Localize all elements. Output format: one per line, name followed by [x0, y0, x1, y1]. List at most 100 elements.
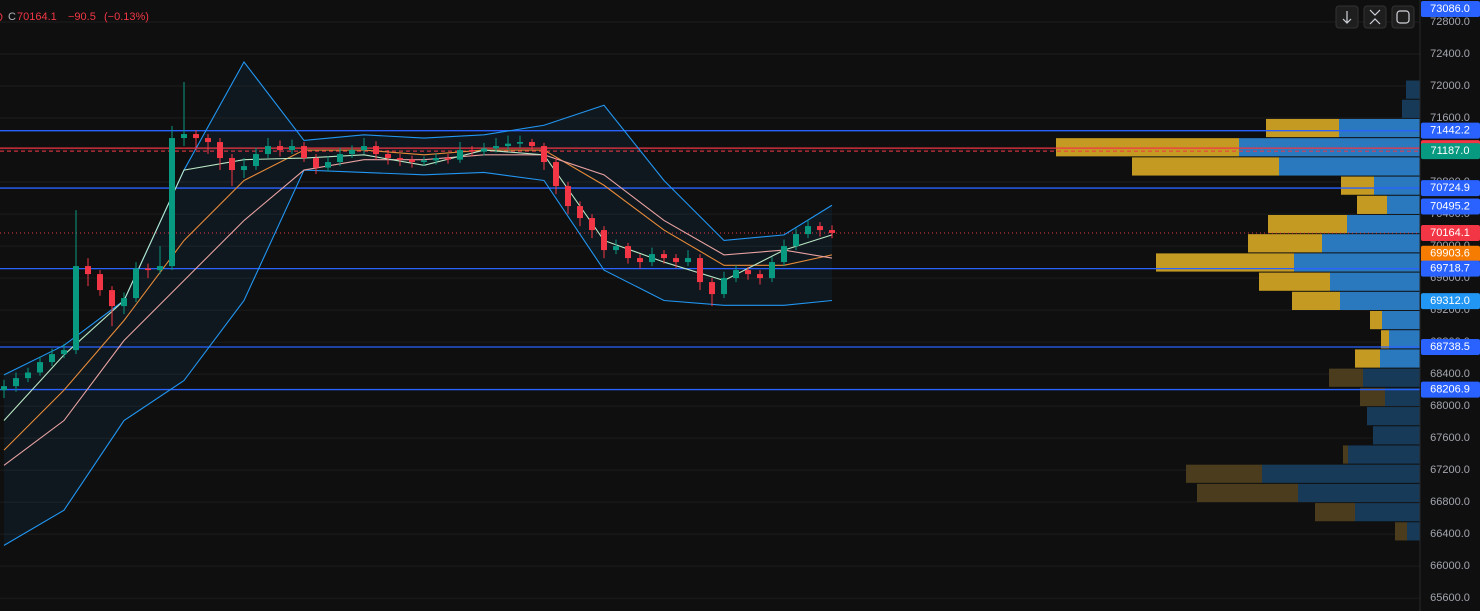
band-fill	[4, 62, 832, 546]
profile-up-bar	[1341, 176, 1374, 195]
profile-down-bar	[1239, 138, 1420, 157]
profile-down-bar	[1363, 368, 1420, 387]
change: −90.5	[68, 11, 96, 23]
y-tick-label: 66800.0	[1430, 496, 1470, 508]
candle-body	[505, 143, 511, 147]
profile-down-bar	[1339, 118, 1420, 138]
indicator-line	[3, 149, 833, 451]
profile-up-bar	[1395, 522, 1407, 541]
candle-body	[205, 138, 211, 143]
candle-body	[577, 206, 583, 219]
button-bg[interactable]	[1363, 5, 1387, 29]
y-tick-label: 65600.0	[1430, 592, 1470, 604]
candle-body	[553, 162, 559, 187]
plot	[0, 61, 1420, 546]
price-tag	[1421, 381, 1480, 398]
candle-body	[13, 378, 19, 387]
scroll-down-button[interactable]	[1335, 5, 1359, 29]
candle-body	[829, 230, 835, 233]
profile-up-bar	[1381, 330, 1389, 349]
candle-body	[241, 166, 247, 171]
profile-down-bar	[1402, 99, 1420, 118]
candle-body	[337, 154, 343, 163]
price-tag-label: 71442.2	[1430, 125, 1470, 137]
profile-down-bar	[1322, 234, 1420, 253]
button-bg[interactable]	[1391, 5, 1415, 29]
candle-body	[61, 350, 67, 355]
fullscreen-button[interactable]	[1391, 5, 1415, 29]
candle-body	[625, 246, 631, 259]
candle-body	[145, 268, 151, 271]
candle-body	[637, 258, 643, 263]
candle-body	[229, 158, 235, 171]
candle-body	[421, 160, 427, 163]
profile-down-bar	[1387, 195, 1420, 214]
axis: 65600.0 66000.0 66400.0 66800.0 67200.0 67600…	[1421, 1, 1480, 604]
y-tick-label: 67200.0	[1430, 464, 1470, 476]
candle-body	[349, 150, 355, 155]
candle-body	[541, 146, 547, 163]
indicator-line	[3, 169, 833, 546]
profile-down-bar	[1298, 483, 1420, 503]
candle-body	[517, 142, 523, 144]
candle-body	[289, 146, 295, 151]
profile-down-bar	[1406, 80, 1420, 99]
profile-down-bar	[1262, 464, 1420, 483]
profile-up-bar	[1357, 195, 1387, 214]
candle-body	[589, 218, 595, 231]
price-tag-label: 69903.6	[1430, 248, 1470, 260]
candle-body	[253, 154, 259, 167]
profile-up-bar	[1248, 234, 1322, 253]
candle-body	[685, 258, 691, 263]
candle-body	[457, 150, 463, 160]
icon	[1369, 9, 1381, 25]
candle-body	[73, 266, 79, 351]
candle-body	[769, 262, 775, 279]
price-tag	[1421, 198, 1480, 215]
price-tag-label: 70495.2	[1430, 200, 1470, 212]
profile-down-bar	[1330, 272, 1420, 291]
y-tick-label: 66400.0	[1430, 528, 1470, 540]
candle-body	[277, 146, 283, 151]
candle-body	[757, 274, 763, 279]
profile-up-bar	[1266, 118, 1339, 138]
price-tag-label: 68738.5	[1430, 341, 1470, 353]
price-tag-label: 70164.1	[1430, 227, 1470, 239]
collapse-button[interactable]	[1363, 5, 1387, 29]
profile-down-bar	[1380, 349, 1420, 368]
candle-body	[481, 148, 487, 152]
change-pct: (−0.13%)	[104, 11, 149, 23]
y-tick-label: 68000.0	[1430, 400, 1470, 412]
profile-up-bar	[1197, 483, 1298, 503]
candle-body	[49, 354, 55, 363]
candle-body	[265, 146, 271, 155]
candle-body	[409, 159, 415, 163]
price-tag	[1421, 180, 1480, 197]
toolbar	[1335, 5, 1415, 29]
candle-body	[97, 274, 103, 291]
price-tag	[1421, 260, 1480, 277]
profile-down-bar	[1355, 503, 1420, 522]
price-tag	[1421, 293, 1480, 310]
candle-body	[169, 138, 175, 267]
profile-up-bar	[1056, 138, 1239, 157]
grid	[0, 21, 1420, 599]
profile-up-bar	[1156, 253, 1294, 272]
candle-body	[313, 158, 319, 168]
candle-body	[121, 298, 127, 307]
candle-body	[817, 226, 823, 231]
price-tag	[1421, 1, 1480, 17]
profile-down-bar	[1389, 330, 1420, 349]
status-dot	[0, 12, 3, 22]
candle-body	[433, 158, 439, 161]
candle-body	[109, 290, 115, 307]
price-tag-label: 68206.9	[1430, 383, 1470, 395]
profile-up-bar	[1360, 387, 1385, 407]
candle-body	[397, 158, 403, 160]
profile-down-bar	[1382, 311, 1420, 330]
profile-down-bar	[1347, 214, 1420, 234]
y-tick-label: 67600.0	[1430, 432, 1470, 444]
candle-body	[1, 386, 7, 391]
profile-down-bar	[1407, 522, 1420, 541]
profile-down-bar	[1294, 253, 1420, 272]
